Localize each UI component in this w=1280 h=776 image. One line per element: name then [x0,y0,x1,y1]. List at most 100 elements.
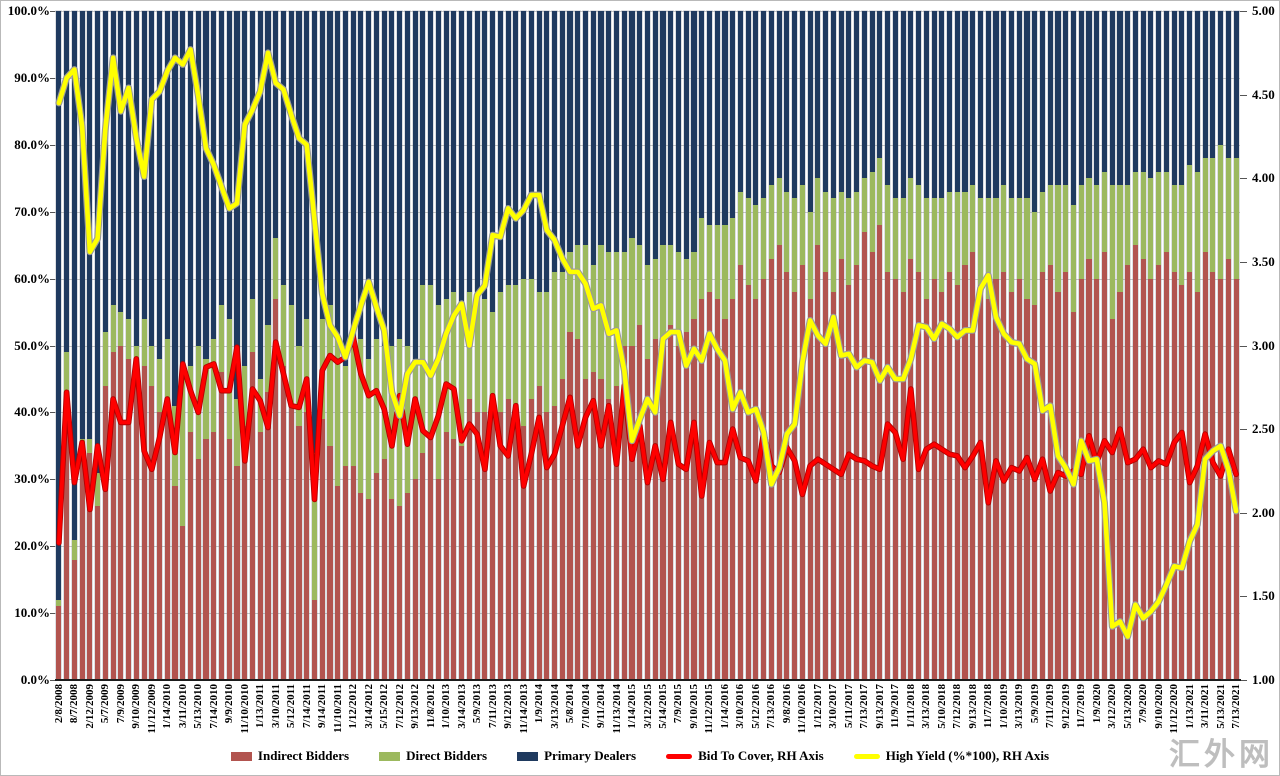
stacked-bar [830,11,836,680]
primary-dealers-segment [490,11,496,313]
direct-bidders-segment [776,178,782,246]
indirect-bidders-segment [466,399,472,680]
primary-dealers-segment [714,11,720,226]
stacked-bar [761,11,767,680]
y-axis-label-left: 80.0% [14,136,50,152]
x-axis-label: 1/10/2013 [440,684,453,729]
primary-dealers-segment [118,11,124,313]
indirect-bidders-segment [1008,291,1015,680]
stacked-bar [1125,11,1131,680]
primary-dealers-segment [1125,11,1131,185]
stacked-bar [908,11,914,680]
primary-dealers-segment [1032,11,1038,212]
stacked-bar [846,11,852,680]
primary-dealers-segment [598,11,604,246]
primary-dealers-segment [745,11,751,199]
indirect-bidders-segment [613,385,620,680]
stacked-bar [64,11,70,680]
primary-dealers-segment [652,11,658,259]
primary-dealers-segment [854,11,860,192]
stacked-bar [1202,11,1208,680]
stacked-bar [296,11,302,680]
stacked-bar [1140,11,1146,680]
direct-bidders-segment [195,345,201,460]
direct-bidders-segment [675,251,682,346]
stacked-bar [629,11,635,680]
indirect-bidders-segment [977,285,984,680]
direct-bidders-segment [110,305,116,353]
stacked-bar [102,11,108,680]
primary-dealers-segment [885,11,891,185]
indirect-bidders-segment [722,318,728,680]
x-axis-label: 9/11/2014 [595,684,608,729]
stacked-bar [722,11,728,680]
primary-dealers-segment [397,11,403,339]
primary-dealers-segment [126,11,132,319]
primary-dealers-segment [691,11,697,252]
stacked-bar [1148,11,1154,680]
direct-bidders-segment [1140,171,1146,259]
x-axis-label: 9/9/2010 [223,684,236,724]
stacked-bar [900,11,906,680]
indirect-bidders-segment [157,412,163,680]
direct-bidders-segment [830,198,836,292]
x-axis-label: 7/12/2012 [393,684,406,729]
x-axis-label: 11/13/2014 [610,684,623,734]
direct-bidders-segment [172,405,178,486]
stacked-bar [590,11,596,680]
primary-dealers-segment [861,11,867,179]
stacked-bar [1094,11,1100,680]
stacked-bar [1008,11,1015,680]
indirect-bidders-segment [745,285,751,680]
direct-bidders-segment [280,285,287,366]
indirect-bidders-segment [1086,258,1092,680]
indirect-bidders-segment [87,452,93,680]
primary-dealers-segment [1163,11,1169,172]
stacked-bar [730,11,736,680]
stacked-bar [280,11,287,680]
direct-bidders-segment [916,184,922,272]
x-axis-label: 9/8/2016 [780,684,793,724]
stacked-bar [815,11,821,680]
stacked-bar [87,11,93,680]
x-axis-label: 7/14/2010 [207,684,220,729]
indirect-bidders-segment [513,419,519,680]
indirect-bidders-segment [1039,271,1046,680]
x-axis-label: 9/10/2015 [687,684,700,729]
direct-bidders-segment [838,191,844,259]
direct-bidders-segment [443,298,449,433]
direct-bidders-segment [373,338,379,473]
stacked-bar [1078,11,1084,680]
axis-tick [1240,429,1247,431]
direct-bidders-segment [1094,184,1100,279]
primary-dealers-segment [257,11,263,379]
primary-dealers-segment [226,11,232,319]
stacked-bar [180,11,186,680]
primary-dealers-segment [234,11,240,400]
stacked-bar [668,11,674,680]
indirect-bidders-segment [854,265,860,680]
indirect-bidders-segment [1117,291,1123,680]
primary-dealers-segment [869,11,875,172]
x-axis-label: 11/8/2012 [424,684,437,729]
stacked-bar [683,11,689,680]
primary-dealers-segment [985,11,991,199]
direct-bidders-segment [1078,184,1084,279]
x-axis-label: 7/12/2018 [951,684,964,729]
indirect-bidders-segment [296,425,302,680]
direct-bidders-segment [761,198,767,279]
primary-dealers-segment [311,11,317,453]
indirect-bidders-segment [397,506,403,680]
indirect-bidders-segment [1001,271,1007,680]
stacked-bar [706,11,712,680]
indirect-bidders-segment [335,486,341,680]
stacked-bar [203,11,209,680]
direct-bidders-segment [768,184,774,259]
y-axis-label-left: 100.0% [7,3,50,18]
stacked-bar [854,11,860,680]
primary-dealers-segment [389,11,395,346]
x-axis-label: 11/9/2017 [889,684,902,729]
legend-item-bid-to-cover: Bid To Cover, RH Axis [666,748,824,764]
legend-label: Indirect Bidders [257,748,350,763]
x-axis-label: 7/11/2019 [1044,684,1057,729]
